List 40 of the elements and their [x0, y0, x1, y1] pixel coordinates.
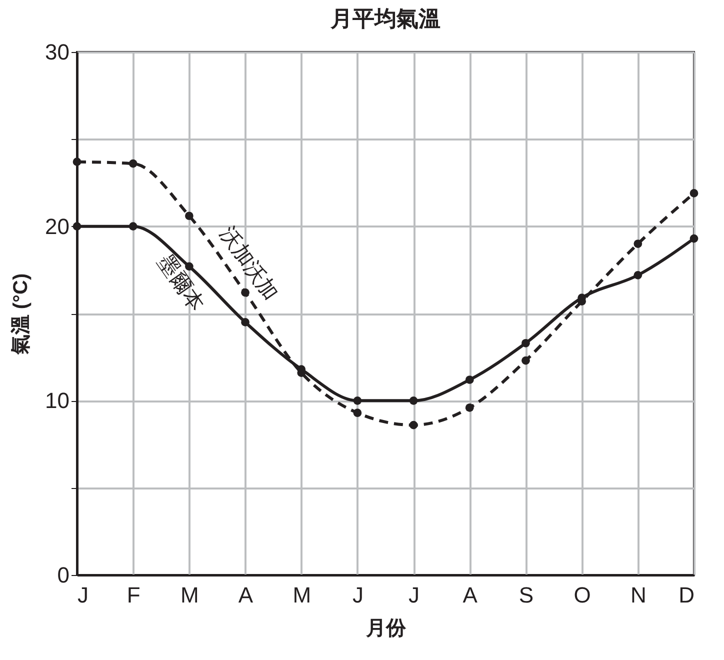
y-tick-label: 0: [57, 562, 70, 588]
point: [690, 234, 698, 243]
point: [72, 158, 82, 166]
text: 沃加沃加: [215, 222, 282, 305]
point: [634, 240, 642, 248]
point: [409, 420, 418, 430]
x-tick-label: O: [574, 582, 591, 608]
point: [241, 288, 250, 297]
point: [128, 159, 138, 168]
point: [185, 212, 194, 220]
x-tick-label: J: [78, 582, 88, 608]
point: [128, 222, 138, 231]
x-tick-label: A: [238, 582, 254, 608]
chart-title: 月平均氣溫: [330, 6, 440, 31]
point: [353, 408, 362, 418]
point: [241, 318, 250, 326]
x-tick-label: J: [352, 582, 364, 608]
x-axis-title: 月份: [365, 618, 407, 640]
point: [465, 376, 474, 384]
y-tick-label: 30: [45, 40, 70, 64]
x-tick-label: J: [408, 582, 420, 608]
x-tick-label: S: [518, 582, 534, 608]
y-axis-title: 氣溫 (°C): [10, 273, 32, 356]
y-tick-label: 20: [45, 214, 70, 239]
x-tick-label: M: [180, 582, 199, 608]
x-tick-label: N: [630, 582, 646, 608]
point: [409, 396, 418, 405]
point: [690, 189, 698, 198]
x-tick-label: M: [292, 582, 312, 608]
x-tick-label: F: [126, 582, 140, 608]
x-tick-label: A: [462, 582, 478, 608]
point: [353, 396, 362, 405]
y-tick-label: 10: [45, 388, 70, 414]
point: [522, 356, 530, 365]
x-tick-label: D: [678, 582, 694, 608]
text: 墨爾本: [153, 250, 208, 316]
point: [634, 270, 642, 280]
point: [522, 338, 530, 348]
point: [72, 222, 82, 231]
point: [465, 403, 474, 412]
